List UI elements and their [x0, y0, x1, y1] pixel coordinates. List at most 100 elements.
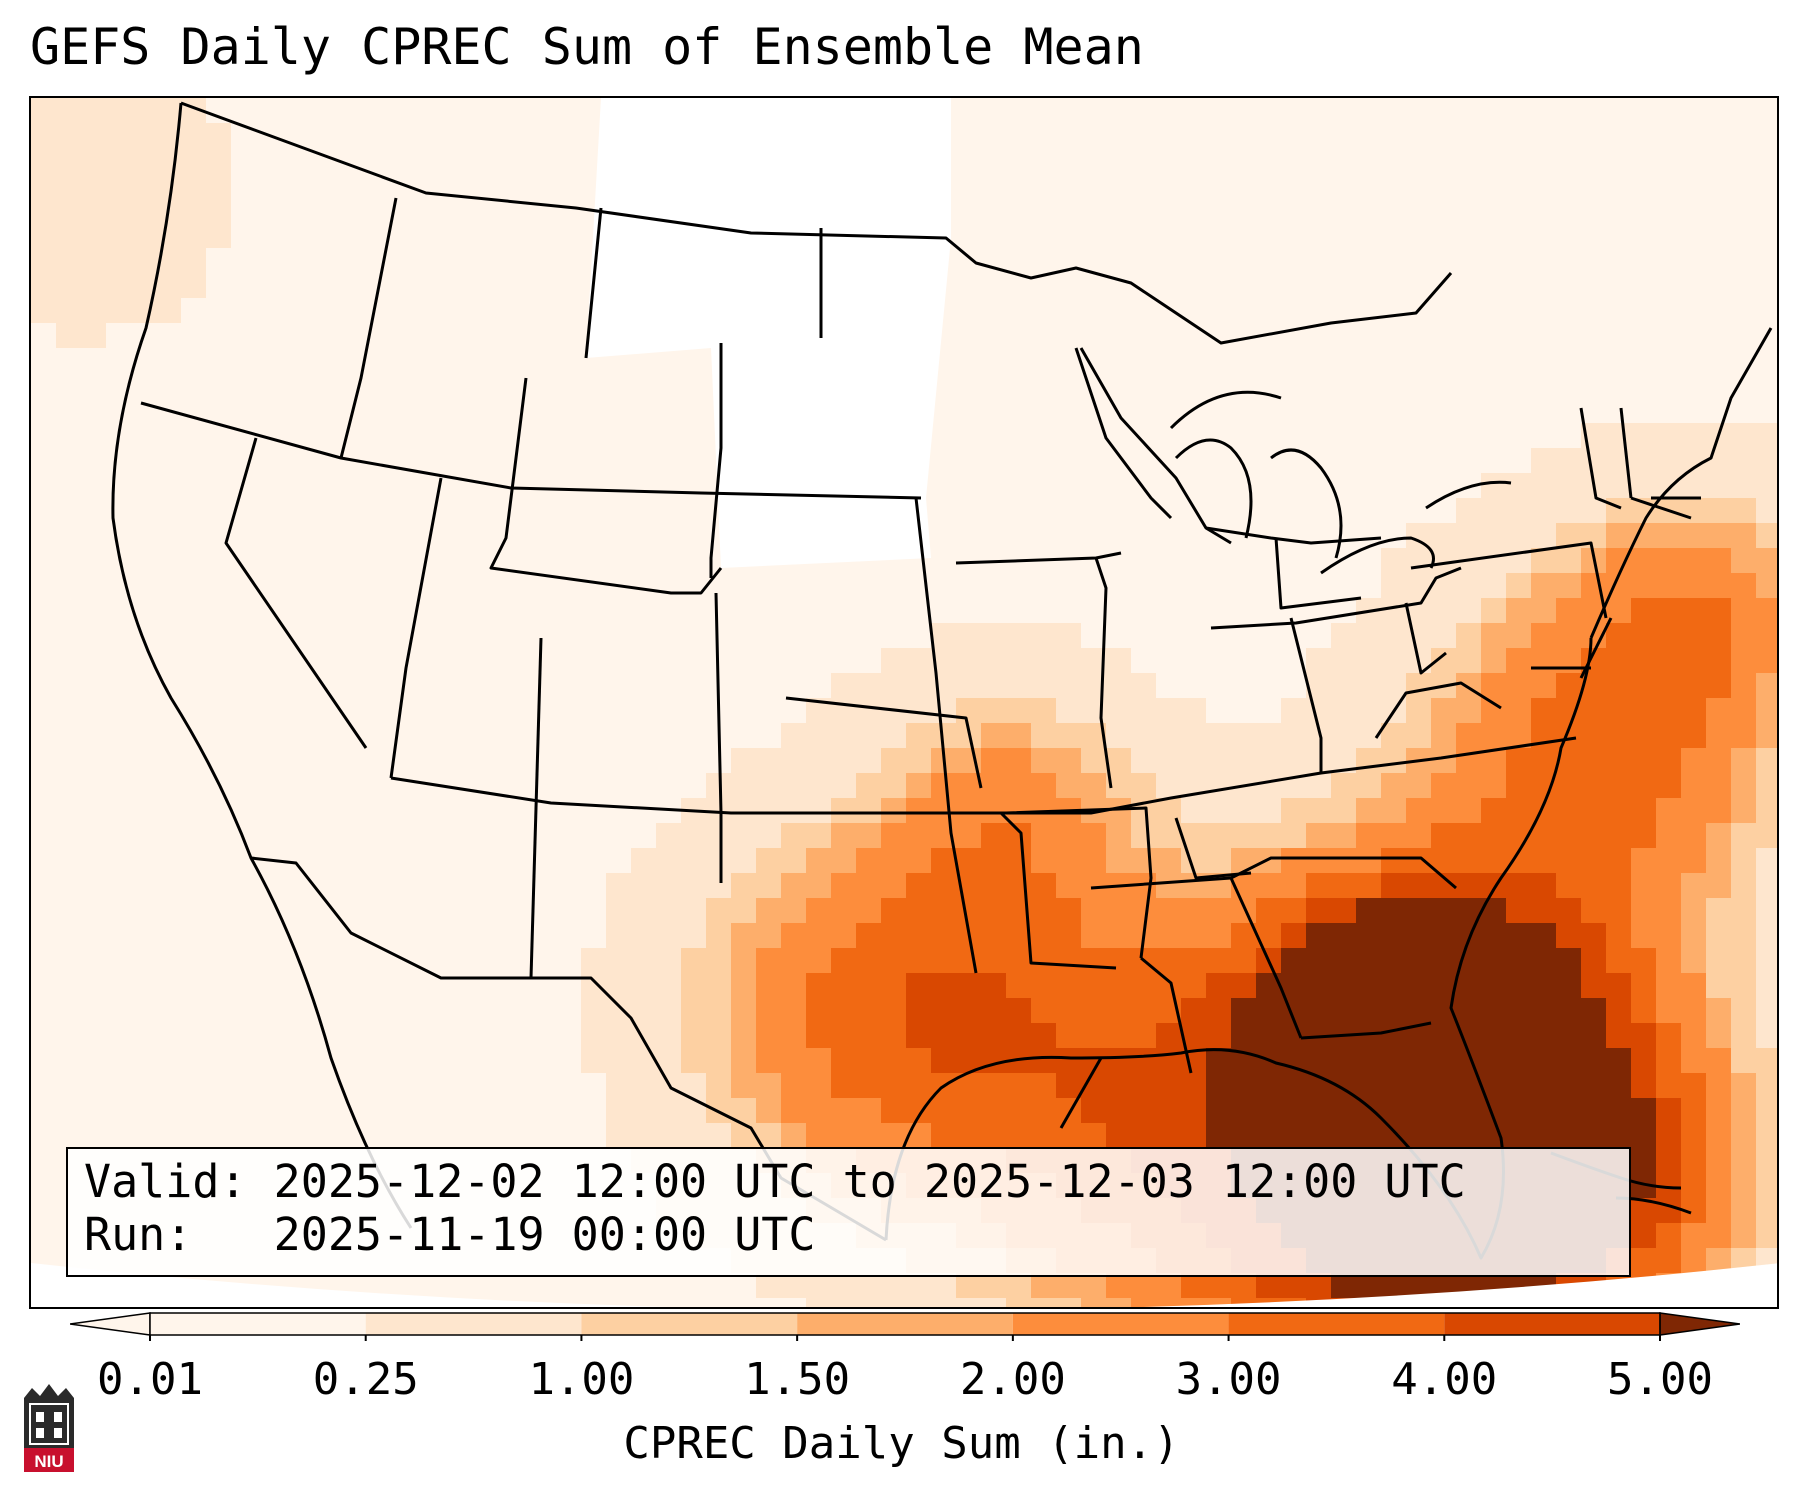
precip-cell — [1756, 923, 1777, 948]
precip-cell — [1731, 573, 1756, 598]
precip-cell — [1706, 998, 1731, 1023]
precip-cell — [1381, 573, 1406, 598]
precip-cell — [1156, 698, 1181, 723]
precip-cell — [1706, 948, 1731, 973]
precip-cell — [956, 998, 981, 1023]
precip-cell — [1756, 1173, 1777, 1198]
precip-cell — [681, 1048, 706, 1073]
precip-cell — [1181, 748, 1206, 773]
precip-cell — [1506, 1098, 1531, 1123]
precip-cell — [1556, 773, 1581, 798]
precip-cell — [1581, 923, 1606, 948]
precip-cell — [1531, 673, 1556, 698]
precip-cell — [1231, 823, 1256, 848]
precip-cell — [1456, 648, 1481, 673]
precip-cell — [1281, 748, 1306, 773]
precip-cell — [881, 798, 906, 823]
map-panel — [29, 96, 1779, 1309]
precip-cell — [1681, 723, 1706, 748]
precip-cell — [1281, 948, 1306, 973]
precip-cell — [806, 923, 831, 948]
precip-cell — [1581, 998, 1606, 1023]
precip-cell — [806, 1023, 831, 1048]
precip-cell — [1531, 523, 1556, 548]
colorbar-segment — [581, 1313, 798, 1335]
precip-cell — [1606, 1023, 1631, 1048]
precip-cell — [1756, 1198, 1777, 1223]
precip-cell — [806, 823, 831, 848]
precip-cell — [1631, 948, 1656, 973]
precip-cell — [881, 723, 906, 748]
precip-cell — [1481, 723, 1506, 748]
precip-cell — [1631, 748, 1656, 773]
precip-cell — [1631, 1298, 1656, 1307]
precip-cell — [1706, 1248, 1731, 1273]
precip-cell — [1731, 948, 1756, 973]
precip-cell — [1506, 623, 1531, 648]
precip-cell — [1531, 698, 1556, 723]
precip-cell — [206, 123, 231, 148]
precip-cell — [881, 823, 906, 848]
precip-cell — [856, 1098, 881, 1123]
precip-cell — [1356, 673, 1381, 698]
precip-cell — [1356, 898, 1381, 923]
precip-cell — [981, 798, 1006, 823]
precip-cell — [756, 773, 781, 798]
precip-cell — [606, 873, 631, 898]
precip-cell — [1531, 623, 1556, 648]
precip-cell — [1756, 848, 1777, 873]
precip-cell — [1381, 598, 1406, 623]
precip-cell — [1656, 648, 1681, 673]
precip-cell — [606, 1023, 631, 1048]
precip-cell — [1331, 1273, 1356, 1298]
precip-cell — [1456, 873, 1481, 898]
precip-cell — [1056, 673, 1081, 698]
precip-cell — [1031, 998, 1056, 1023]
precip-cell — [1631, 698, 1656, 723]
precip-cell — [1156, 1023, 1181, 1048]
precip-cell — [1106, 973, 1131, 998]
precip-cell — [1356, 773, 1381, 798]
precip-cell — [1106, 998, 1131, 1023]
precip-cell — [31, 148, 56, 173]
precip-cell — [206, 173, 231, 198]
precip-cell — [781, 998, 806, 1023]
precip-cell — [1681, 1098, 1706, 1123]
precip-cell — [1481, 598, 1506, 623]
precip-cell — [831, 898, 856, 923]
precip-cell — [1581, 1073, 1606, 1098]
precip-cell — [1431, 1098, 1456, 1123]
precip-cell — [1256, 998, 1281, 1023]
precip-cell — [906, 973, 931, 998]
precip-cell — [1306, 898, 1331, 923]
precip-cell — [1406, 523, 1431, 548]
precip-cell — [906, 923, 931, 948]
precip-cell — [1281, 823, 1306, 848]
precip-cell — [1431, 948, 1456, 973]
precip-cell — [1756, 673, 1777, 698]
precip-cell — [1031, 673, 1056, 698]
precip-cell — [1606, 923, 1631, 948]
precip-cell — [1181, 723, 1206, 748]
precip-cell — [1256, 748, 1281, 773]
precip-cell — [1381, 798, 1406, 823]
precip-cell — [706, 898, 731, 923]
precip-cell — [831, 998, 856, 1023]
precip-cell — [1331, 973, 1356, 998]
precip-cell — [1581, 823, 1606, 848]
precip-cell — [931, 848, 956, 873]
precip-cell — [131, 223, 156, 248]
precip-cell — [1656, 1248, 1681, 1273]
precip-cell — [931, 1098, 956, 1123]
precip-cell — [1331, 698, 1356, 723]
precip-cell — [1606, 498, 1631, 523]
precip-cell — [881, 973, 906, 998]
precip-cell — [1206, 898, 1231, 923]
precip-cell — [856, 798, 881, 823]
precip-cell — [1256, 823, 1281, 848]
precip-cell — [1656, 698, 1681, 723]
precip-cell — [706, 998, 731, 1023]
precip-cell — [706, 973, 731, 998]
precip-cell — [1606, 623, 1631, 648]
precip-cell — [656, 1123, 681, 1148]
